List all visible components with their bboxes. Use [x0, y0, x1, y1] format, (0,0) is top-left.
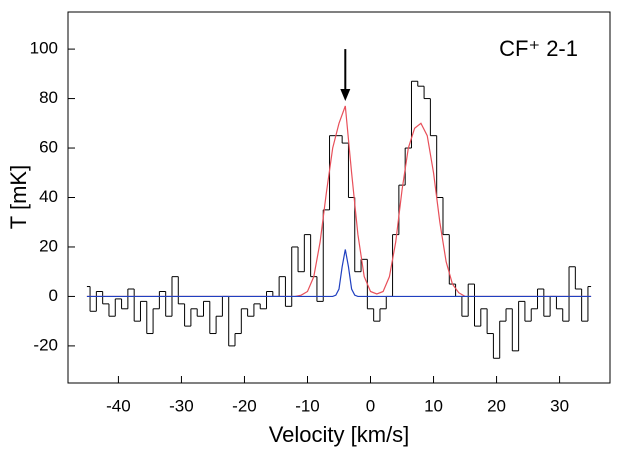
x-tick-label: -30: [169, 396, 194, 415]
x-tick-label: -40: [106, 396, 131, 415]
fit-line: [86, 105, 592, 298]
x-tick-label: 0: [366, 396, 375, 415]
x-tick-label: 30: [550, 396, 569, 415]
y-tick-label: 80: [39, 88, 58, 107]
x-tick-label: 20: [487, 396, 506, 415]
x-tick-label: -10: [295, 396, 320, 415]
y-tick-label: 40: [39, 187, 58, 206]
y-tick-label: 0: [49, 286, 58, 305]
annotation: CF⁺ 2-1: [499, 36, 578, 61]
x-axis-label: Velocity [km/s]: [269, 422, 410, 447]
fit-line: [86, 249, 592, 298]
y-tick-label: 100: [30, 39, 58, 58]
x-tick-label: 10: [424, 396, 443, 415]
plot-frame: [67, 11, 611, 384]
arrow-head: [340, 89, 351, 102]
y-tick-label: 20: [39, 236, 58, 255]
y-tick-label: -20: [33, 335, 58, 354]
y-tick-label: 60: [39, 138, 58, 157]
x-tick-label: -20: [232, 396, 257, 415]
y-axis-label: T [mK]: [6, 165, 31, 229]
